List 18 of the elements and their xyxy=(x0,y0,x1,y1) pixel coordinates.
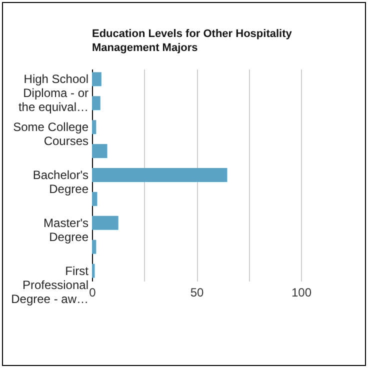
x-tick-label: 50 xyxy=(190,286,204,300)
bar xyxy=(92,192,98,206)
y-tick-label: Bachelor's Degree xyxy=(32,168,89,196)
bar xyxy=(92,240,96,254)
y-tick-label: First Professional Degree - aw… xyxy=(11,264,90,306)
bar xyxy=(92,144,108,158)
bar xyxy=(92,96,100,110)
x-tick-label: 100 xyxy=(291,286,312,300)
bar xyxy=(92,168,228,182)
y-tick-label: Master's Degree xyxy=(44,216,89,244)
y-tick-label: Some College Courses xyxy=(13,120,89,148)
bar xyxy=(92,72,102,86)
bar xyxy=(92,216,118,230)
bar xyxy=(92,120,96,134)
y-tick-label: High School Diploma - or the equival… xyxy=(18,72,88,114)
x-tick-label: 0 xyxy=(89,286,96,300)
bar xyxy=(92,264,95,278)
chart-title: Education Levels for Other Hospitality Management Majors xyxy=(92,28,293,54)
